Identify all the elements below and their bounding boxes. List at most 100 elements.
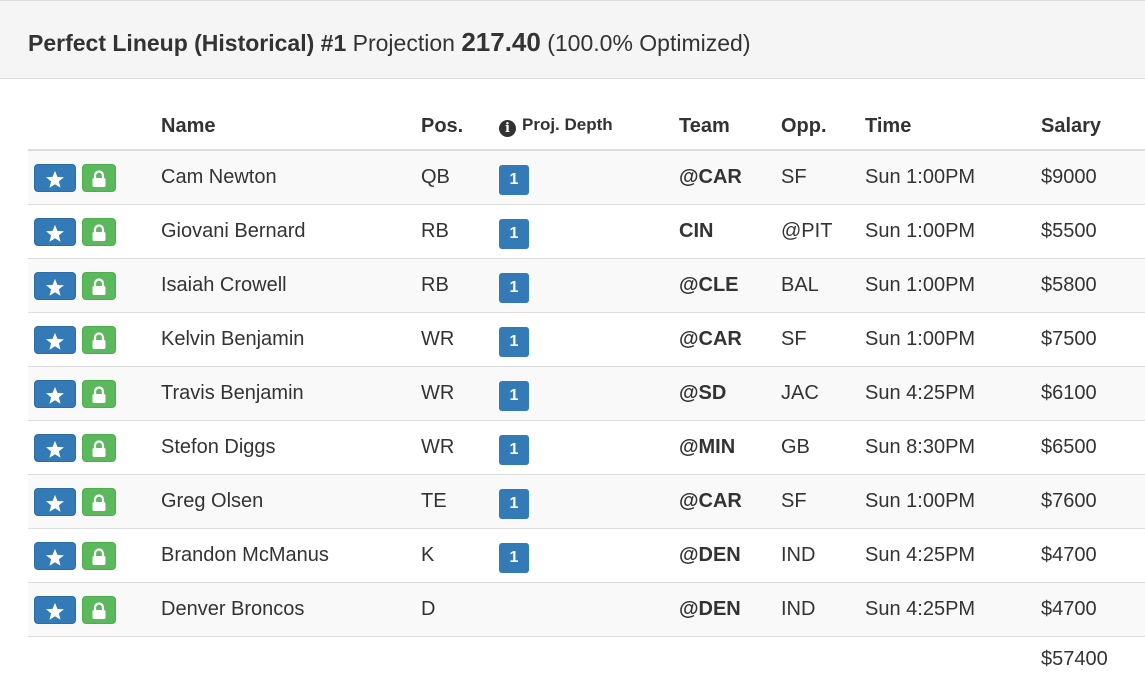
depth-badge: 1 — [499, 542, 529, 573]
player-name[interactable]: Stefon Diggs — [161, 420, 421, 475]
player-name[interactable]: Travis Benjamin — [161, 366, 421, 421]
player-position: RB — [421, 204, 499, 259]
time-header[interactable]: Time — [865, 103, 1041, 151]
lock-button[interactable] — [82, 163, 116, 192]
row-actions — [28, 366, 161, 421]
salary-header[interactable]: Salary — [1041, 103, 1145, 151]
name-header[interactable]: Name — [161, 103, 421, 151]
table-row: Kelvin Benjamin WR 1 @CAR SF Sun 1:00PM … — [28, 312, 1145, 367]
lock-button[interactable] — [82, 379, 116, 408]
depth-header[interactable]: i Proj. Depth — [499, 103, 679, 151]
depth-badge: 1 — [499, 272, 529, 303]
player-position: K — [421, 528, 499, 583]
projection-label: Projection — [352, 30, 455, 56]
lock-icon — [92, 332, 106, 350]
favorite-button[interactable] — [34, 541, 76, 570]
player-opponent: SF — [781, 312, 865, 367]
row-actions — [28, 312, 161, 367]
total-spacer — [28, 636, 161, 681]
table-row: Denver Broncos D @DEN IND Sun 4:25PM $47… — [28, 582, 1145, 637]
depth-badge: 1 — [499, 434, 529, 465]
lock-button[interactable] — [82, 433, 116, 462]
player-team: @DEN — [679, 528, 781, 583]
total-spacer — [421, 636, 499, 681]
player-opponent: IND — [781, 528, 865, 583]
player-name[interactable]: Denver Broncos — [161, 582, 421, 637]
favorite-button[interactable] — [34, 433, 76, 462]
player-name[interactable]: Isaiah Crowell — [161, 258, 421, 313]
game-time: Sun 1:00PM — [865, 474, 1041, 529]
favorite-button[interactable] — [34, 271, 76, 300]
lock-button[interactable] — [82, 487, 116, 516]
player-name[interactable]: Kelvin Benjamin — [161, 312, 421, 367]
player-team: @DEN — [679, 582, 781, 637]
favorite-button[interactable] — [34, 595, 76, 624]
favorite-button[interactable] — [34, 487, 76, 516]
player-name[interactable]: Greg Olsen — [161, 474, 421, 529]
depth-badge: 1 — [499, 164, 529, 195]
row-actions — [28, 474, 161, 529]
game-time: Sun 4:25PM — [865, 528, 1041, 583]
depth-badge: 1 — [499, 326, 529, 357]
projected-depth: 1 — [499, 528, 679, 583]
lock-icon — [92, 602, 106, 620]
player-opponent: GB — [781, 420, 865, 475]
favorite-button[interactable] — [34, 325, 76, 354]
optimized-percent: (100.0% Optimized) — [547, 30, 751, 56]
lock-button[interactable] — [82, 271, 116, 300]
row-actions — [28, 528, 161, 583]
favorite-button[interactable] — [34, 217, 76, 246]
info-icon[interactable]: i — [499, 120, 516, 137]
player-team: @CLE — [679, 258, 781, 313]
favorite-button[interactable] — [34, 163, 76, 192]
player-team: @CAR — [679, 474, 781, 529]
player-team: @MIN — [679, 420, 781, 475]
player-salary: $4700 — [1041, 528, 1145, 583]
table-row: Cam Newton QB 1 @CAR SF Sun 1:00PM $9000 — [28, 150, 1145, 205]
game-time: Sun 1:00PM — [865, 150, 1041, 205]
game-time: Sun 1:00PM — [865, 204, 1041, 259]
projection-value: 217.40 — [461, 27, 541, 57]
lock-button[interactable] — [82, 217, 116, 246]
lineup-title-bold: Perfect Lineup (Historical) #1 — [28, 30, 347, 56]
player-opponent: BAL — [781, 258, 865, 313]
favorite-button[interactable] — [34, 379, 76, 408]
game-time: Sun 8:30PM — [865, 420, 1041, 475]
lineup-panel-heading: Perfect Lineup (Historical) #1 Projectio… — [0, 0, 1145, 79]
pos-header[interactable]: Pos. — [421, 103, 499, 151]
player-salary: $6100 — [1041, 366, 1145, 421]
player-salary: $6500 — [1041, 420, 1145, 475]
actions-header — [28, 103, 161, 151]
player-team: @SD — [679, 366, 781, 421]
player-opponent: IND — [781, 582, 865, 637]
player-salary: $7500 — [1041, 312, 1145, 367]
lock-icon — [92, 548, 106, 566]
lock-icon — [92, 386, 106, 404]
player-opponent: JAC — [781, 366, 865, 421]
player-name[interactable]: Giovani Bernard — [161, 204, 421, 259]
lock-button[interactable] — [82, 325, 116, 354]
player-team: CIN — [679, 204, 781, 259]
total-spacer — [161, 636, 421, 681]
lock-button[interactable] — [82, 541, 116, 570]
row-actions — [28, 420, 161, 475]
player-salary: $5800 — [1041, 258, 1145, 313]
star-icon — [46, 224, 64, 242]
depth-header-label: Proj. Depth — [522, 115, 613, 134]
player-name[interactable]: Brandon McManus — [161, 528, 421, 583]
player-team: @CAR — [679, 150, 781, 205]
lock-button[interactable] — [82, 595, 116, 624]
player-name[interactable]: Cam Newton — [161, 150, 421, 205]
table-row: Giovani Bernard RB 1 CIN @PIT Sun 1:00PM… — [28, 204, 1145, 259]
star-icon — [46, 332, 64, 350]
player-team: @CAR — [679, 312, 781, 367]
table-header-row: Name Pos. i Proj. Depth Team Opp. Time Sa… — [28, 103, 1145, 151]
lock-icon — [92, 170, 106, 188]
player-position: TE — [421, 474, 499, 529]
game-time: Sun 4:25PM — [865, 582, 1041, 637]
row-actions — [28, 204, 161, 259]
player-position: WR — [421, 312, 499, 367]
team-header[interactable]: Team — [679, 103, 781, 151]
opp-header[interactable]: Opp. — [781, 103, 865, 151]
lineup-table: Name Pos. i Proj. Depth Team Opp. Time Sa… — [28, 103, 1145, 681]
